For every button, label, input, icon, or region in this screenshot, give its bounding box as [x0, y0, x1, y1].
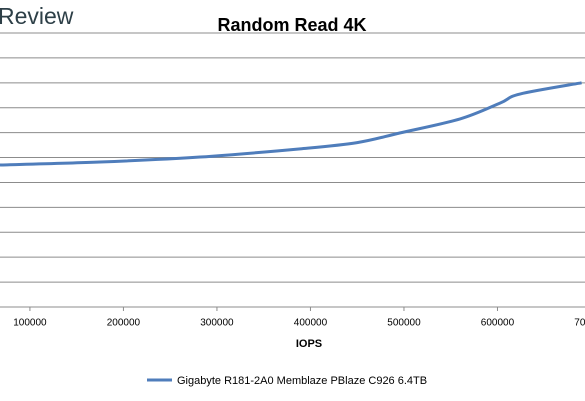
x-tick-label: 400000 [294, 318, 328, 329]
x-axis-label: IOPS [296, 338, 322, 350]
x-tick-label: 500000 [387, 318, 421, 329]
x-tick-label: 200000 [107, 318, 141, 329]
x-tick-label: 100000 [13, 318, 47, 329]
series-line [0, 81, 582, 167]
x-tick-label: 300000 [200, 318, 234, 329]
logo: Review [0, 3, 74, 29]
chart-title: Random Read 4K [217, 15, 366, 35]
legend-label: Gigabyte R181-2A0 Memblaze PBlaze C926 6… [177, 375, 427, 387]
x-tick-label: 700000 [574, 318, 585, 329]
x-tick-label: 600000 [481, 318, 515, 329]
